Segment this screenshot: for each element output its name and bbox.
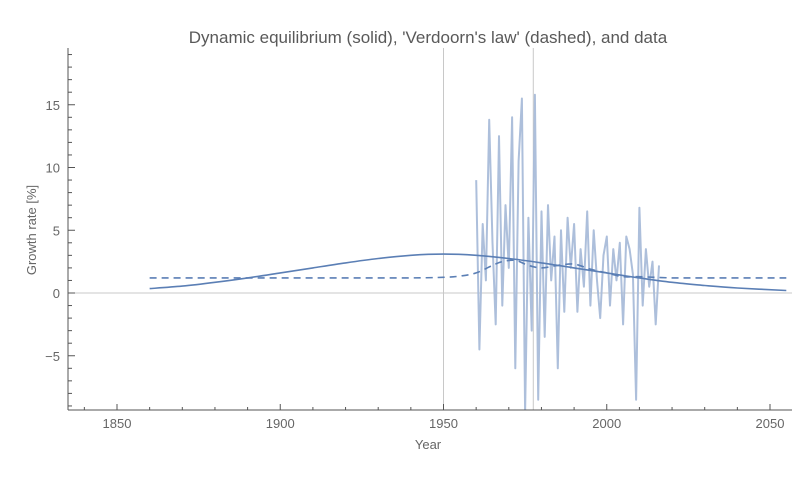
y-tick-label: 5	[53, 223, 60, 238]
gridlines	[68, 48, 792, 410]
y-tick-label: −5	[45, 349, 60, 364]
y-tick-label: 10	[46, 161, 60, 176]
y-axis-label: Growth rate [%]	[24, 185, 39, 275]
plot-area	[149, 93, 787, 410]
y-tick-label: 15	[46, 98, 60, 113]
y-tick-label: 0	[53, 286, 60, 301]
axes	[67, 48, 792, 411]
x-tick-label: 1900	[266, 416, 295, 431]
data-series-line	[475, 93, 660, 410]
x-tick-label: 2000	[592, 416, 621, 431]
verdoorn-law-dashed-line	[149, 259, 787, 279]
x-tick-label: 1850	[103, 416, 132, 431]
x-axis-label: Year	[415, 437, 442, 452]
y-axis-ticks: −5 0 5 10 15	[45, 54, 75, 407]
x-axis-ticks: 1850 1900 1950 2000 2050	[83, 404, 785, 431]
chart-title: Dynamic equilibrium (solid), 'Verdoorn's…	[189, 28, 668, 47]
x-tick-label: 2050	[756, 416, 785, 431]
dynamic-equilibrium-solid-line	[149, 253, 787, 292]
x-tick-label: 1950	[429, 416, 458, 431]
